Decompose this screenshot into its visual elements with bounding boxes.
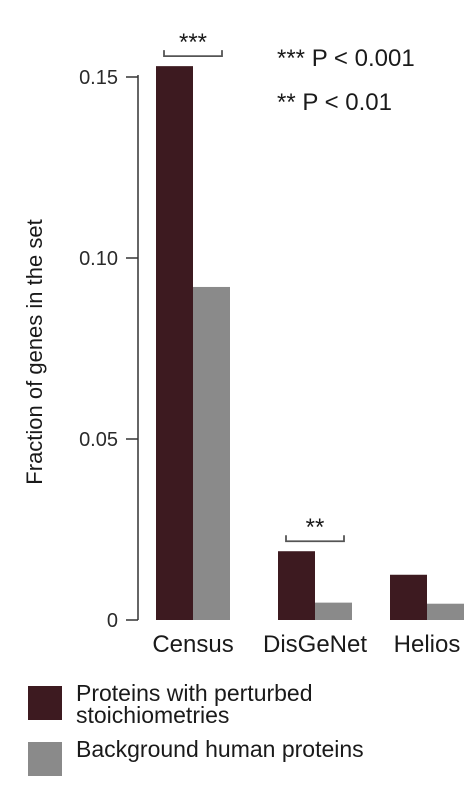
legend-label-background: Background human proteins	[76, 736, 364, 762]
p-value-annotation: *** P < 0.001	[277, 45, 415, 72]
p-value-annotations: *** P < 0.001 ** P < 0.01	[277, 45, 415, 116]
category-label-helios: Helios	[394, 631, 461, 658]
significance-bracket	[163, 50, 223, 58]
bars	[156, 66, 464, 620]
bar-census-series-1	[156, 66, 193, 620]
legend-item-background: Background human proteins	[28, 738, 458, 776]
y-tick-label: 0.05	[79, 429, 118, 451]
y-tick-label: 0.15	[79, 67, 118, 89]
legend-swatch-perturbed	[28, 686, 62, 720]
legend-label-perturbed: Proteins with perturbed stoichiometries	[76, 680, 313, 728]
p-value-annotation: ** P < 0.01	[277, 89, 392, 116]
significance-bracket	[285, 535, 345, 543]
legend-swatch-background	[28, 742, 62, 776]
bar-disgenet-series-2	[315, 602, 352, 620]
y-axis: 0 0.05 0.10 0.15	[79, 67, 139, 632]
y-tick-label: 0	[107, 610, 118, 632]
bar-helios-series-1	[390, 574, 427, 620]
annotation-text: P < 0.001	[312, 45, 415, 72]
category-labels: Census DisGeNet Helios	[152, 631, 460, 658]
annotation-text: P < 0.01	[302, 89, 392, 116]
bar-disgenet-series-1	[278, 551, 315, 620]
significance-stars: ***	[179, 29, 207, 56]
annotation-stars: **	[277, 89, 302, 116]
legend: Proteins with perturbed stoichiometries …	[28, 682, 458, 788]
legend-item-perturbed: Proteins with perturbed stoichiometries	[28, 680, 458, 728]
annotation-stars: ***	[277, 45, 312, 72]
y-axis-label: Fraction of genes in the set	[22, 219, 47, 484]
significance-stars: **	[306, 514, 325, 541]
bar-census-series-2	[193, 286, 230, 620]
y-tick-label: 0.10	[79, 248, 118, 270]
category-label-census: Census	[152, 631, 233, 658]
category-label-disgenet: DisGeNet	[263, 631, 367, 658]
bar-helios-series-2	[427, 603, 464, 620]
significance-brackets: *****	[163, 29, 345, 543]
